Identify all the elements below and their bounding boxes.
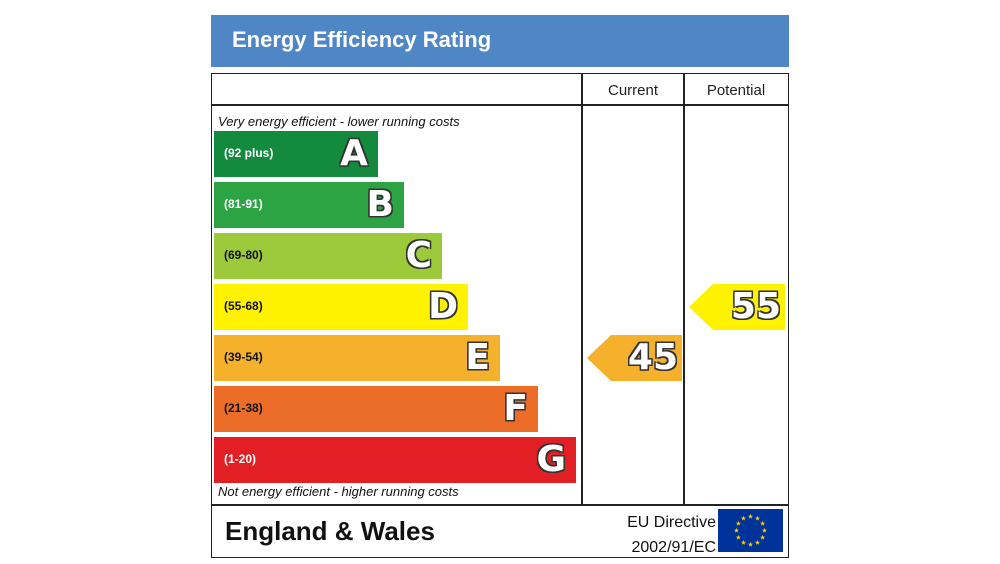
eu-star-icon <box>762 527 767 533</box>
eu-directive-line1: EU Directive <box>627 514 716 531</box>
band-f: (21-38) F <box>214 386 538 432</box>
eu-star-icon <box>755 540 760 545</box>
band-range-label: (1-20) <box>224 452 257 466</box>
potential-column-divider <box>683 73 685 505</box>
band-range-label: (92 plus) <box>224 146 274 160</box>
chart-title: Energy Efficiency Rating <box>232 27 492 52</box>
band-g: (1-20) G <box>214 437 576 483</box>
band-range-label: (69-80) <box>224 248 263 262</box>
band-e: (39-54) E <box>214 335 500 381</box>
band-letter-label: D <box>428 286 458 327</box>
band-range-label: (55-68) <box>224 299 263 313</box>
eu-star-icon <box>735 534 741 540</box>
band-range-label: (81-91) <box>224 197 263 211</box>
band-letter-label: B <box>366 184 394 225</box>
band-c: (69-80) C <box>214 233 442 279</box>
band-letter-label: C <box>405 235 432 276</box>
band-letter-label: G <box>536 439 566 480</box>
eu-star-icon <box>755 515 760 521</box>
header-row-divider <box>211 104 789 106</box>
region-label: England & Wales <box>225 516 435 546</box>
eu-star-icon <box>760 520 766 526</box>
eu-directive: EU Directive 2002/91/EC <box>610 510 716 560</box>
eu-star-icon <box>735 520 741 526</box>
footer-divider <box>211 504 789 506</box>
eu-star-icon <box>748 541 753 547</box>
current-rating-arrow: 45 <box>587 335 682 381</box>
eu-star-icon <box>734 527 739 533</box>
band-d: (55-68) D <box>214 284 468 330</box>
band-range-label: (21-38) <box>224 401 263 415</box>
current-rating-value: 45 <box>627 337 678 378</box>
bottom-efficiency-note: Not energy efficient - higher running co… <box>218 484 459 499</box>
eu-star-icon <box>741 515 746 521</box>
eu-star-icon <box>748 513 753 519</box>
current-column-header: Current <box>607 82 659 99</box>
potential-rating-value: 55 <box>730 286 781 327</box>
band-range-label: (39-54) <box>224 350 263 364</box>
band-letter-label: A <box>340 133 368 174</box>
band-a: (92 plus) A <box>214 131 378 177</box>
rating-header: Energy Efficiency Rating <box>211 15 789 67</box>
current-column-divider <box>581 73 583 505</box>
top-efficiency-note: Very energy efficient - lower running co… <box>218 114 460 129</box>
eu-flag-icon <box>718 509 783 552</box>
eu-star-icon <box>741 540 746 545</box>
band-letter-label: E <box>465 337 490 378</box>
eu-star-icon <box>760 534 766 540</box>
band-letter-label: F <box>503 388 528 429</box>
potential-column-header: Potential <box>706 82 766 99</box>
rating-frame <box>211 73 789 558</box>
band-b: (81-91) B <box>214 182 404 228</box>
eu-directive-line2: 2002/91/EC <box>631 539 716 556</box>
